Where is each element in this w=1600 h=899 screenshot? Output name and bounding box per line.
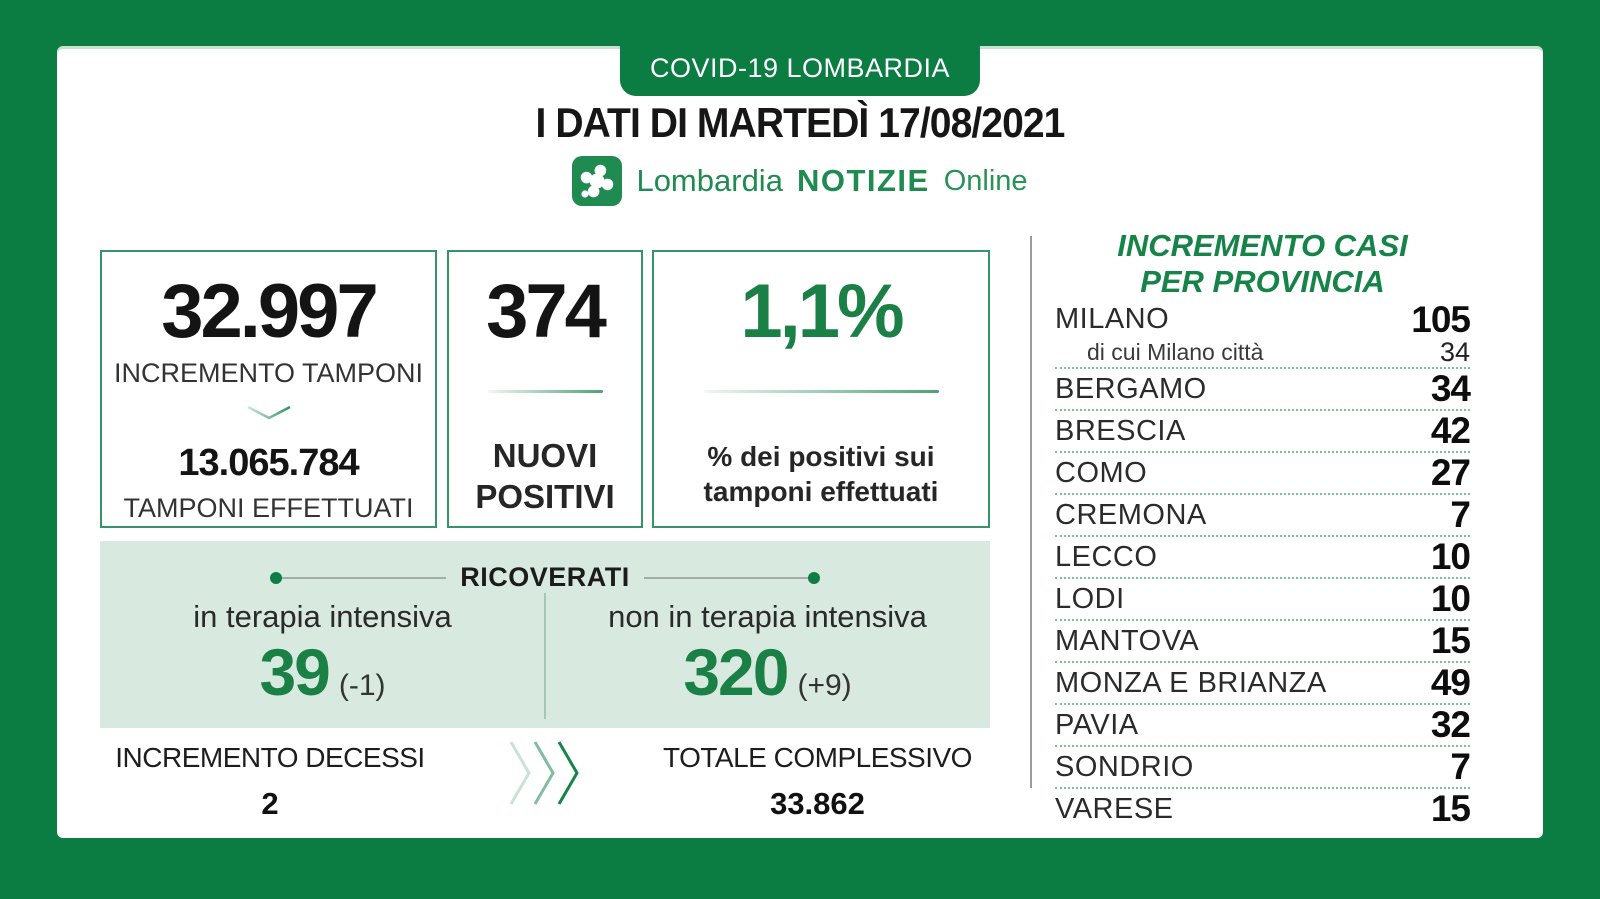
province-name: BRESCIA: [1055, 414, 1186, 447]
non-terapia-intensiva-value: 320: [683, 635, 789, 709]
province-value: 10: [1430, 536, 1471, 577]
province-value: 42: [1430, 410, 1471, 451]
page-title: I DATI DI MARTEDÌ 17/08/2021: [535, 99, 1066, 146]
logo-suffix-text: Online: [943, 164, 1028, 197]
province-subrow-milano-citta: di cui Milano città 34: [1055, 337, 1470, 369]
province-row: SONDRIO 7: [1055, 746, 1471, 789]
incremento-decessi-block: INCREMENTO DECESSI 2: [100, 742, 440, 822]
tamponi-effettuati-label: TAMPONI EFFETTUATI: [123, 493, 414, 523]
totale-complessivo-block: TOTALE COMPLESSIVO 33.862: [645, 742, 990, 822]
province-row: COMO 27: [1055, 452, 1471, 495]
province-name: COMO: [1055, 456, 1148, 489]
province-list: MILANO 105 di cui Milano città 34 BERGAM…: [1055, 298, 1471, 829]
province-name: LECCO: [1055, 540, 1158, 573]
province-row-milano: MILANO 105: [1055, 298, 1471, 340]
percentuale-label: % dei positivi sui tamponi effettuati: [703, 441, 939, 507]
percentuale-value: 1,1%: [740, 269, 904, 354]
province-panel-title: INCREMENTO CASI PER PROVINCIA: [1055, 228, 1470, 299]
card-nuovi-positivi: 374 NUOVI POSITIVI: [447, 250, 643, 528]
incremento-decessi-value: 2: [261, 786, 279, 821]
province-value: 7: [1450, 746, 1471, 787]
province-row: BRESCIA 42: [1055, 410, 1471, 453]
panel-divider-line: [1030, 236, 1032, 788]
province-sub-value: 34: [1439, 337, 1470, 367]
tamponi-effettuati-value: 13.065.784: [178, 442, 359, 484]
province-value: 32: [1430, 704, 1471, 745]
bullet-dot-icon: [808, 571, 821, 584]
totale-complessivo-value: 33.862: [770, 786, 865, 821]
province-name: MILANO: [1055, 303, 1170, 335]
nuovi-positivi-value: 374: [486, 269, 607, 354]
ricoverati-section: RICOVERATI in terapia intensiva 39 (-1) …: [100, 541, 990, 728]
logo-brand-text: NOTIZIE: [796, 163, 930, 198]
province-title-line2: PER PROVINCIA: [1140, 263, 1385, 299]
nuovi-positivi-label: NUOVI POSITIVI: [475, 437, 615, 516]
province-value: 105: [1411, 298, 1471, 340]
rosa-camuna-icon: [572, 156, 623, 206]
province-name: MANTOVA: [1055, 624, 1200, 657]
incremento-tamponi-label: INCREMENTO TAMPONI: [113, 358, 424, 388]
lombardia-notizie-logo: Lombardia NOTIZIE Online: [0, 155, 1600, 207]
badge-label: COVID-19 LOMBARDIA: [649, 52, 951, 83]
triple-chevron-icon: [505, 738, 589, 813]
province-name: CREMONA: [1055, 498, 1207, 531]
province-value: 34: [1430, 368, 1471, 409]
totale-complessivo-label: TOTALE COMPLESSIVO: [663, 742, 972, 773]
province-value: 49: [1430, 662, 1471, 703]
logo-region-text: Lombardia: [636, 163, 783, 198]
province-title-line1: INCREMENTO CASI: [1117, 228, 1408, 263]
incremento-decessi-label: INCREMENTO DECESSI: [115, 742, 425, 773]
terapia-intensiva-block: in terapia intensiva 39 (-1): [100, 593, 545, 705]
province-sub-name: di cui Milano città: [1087, 339, 1264, 365]
card-percentuale: 1,1% % dei positivi sui tamponi effettua…: [652, 250, 990, 528]
terapia-intensiva-label: in terapia intensiva: [193, 599, 452, 634]
non-terapia-intensiva-delta: (+9): [797, 669, 852, 702]
province-row: BERGAMO 34: [1055, 368, 1471, 411]
province-row: PAVIA 32: [1055, 704, 1471, 747]
header-line: [643, 576, 809, 579]
card-divider: [703, 390, 939, 393]
province-value: 10: [1430, 578, 1471, 619]
province-row: CREMONA 7: [1055, 494, 1471, 537]
province-name: SONDRIO: [1055, 750, 1194, 783]
province-name: MONZA E BRIANZA: [1055, 666, 1327, 699]
province-row: LECCO 10: [1055, 536, 1471, 579]
terapia-intensiva-delta: (-1): [338, 669, 386, 702]
province-value: 15: [1430, 788, 1471, 829]
ricoverati-header: RICOVERATI: [100, 562, 990, 593]
province-value: 15: [1430, 620, 1471, 661]
province-name: PAVIA: [1055, 708, 1139, 741]
chevron-down-icon: [246, 405, 292, 426]
card-tamponi: 32.997 INCREMENTO TAMPONI 13.065.784 TAM…: [100, 250, 437, 528]
province-row: MONZA E BRIANZA 49: [1055, 662, 1471, 705]
province-name: LODI: [1055, 582, 1125, 615]
non-terapia-intensiva-block: non in terapia intensiva 320 (+9): [545, 593, 990, 705]
header-line: [282, 576, 447, 579]
covid-lombardia-badge: COVID-19 LOMBARDIA: [619, 26, 981, 96]
bullet-dot-icon: [270, 571, 282, 584]
province-row: MANTOVA 15: [1055, 620, 1471, 663]
incremento-tamponi-value: 32.997: [161, 269, 378, 354]
terapia-intensiva-value: 39: [259, 635, 330, 709]
ricoverati-title: RICOVERATI: [460, 562, 630, 592]
vertical-divider: [544, 593, 546, 719]
card-divider: [487, 390, 603, 393]
province-value: 27: [1430, 452, 1471, 493]
province-row: LODI 10: [1055, 578, 1471, 621]
non-terapia-intensiva-label: non in terapia intensiva: [608, 599, 927, 634]
province-value: 7: [1450, 494, 1471, 535]
province-name: VARESE: [1055, 792, 1174, 825]
province-name: BERGAMO: [1055, 372, 1207, 405]
province-row: VARESE 15: [1055, 788, 1471, 829]
